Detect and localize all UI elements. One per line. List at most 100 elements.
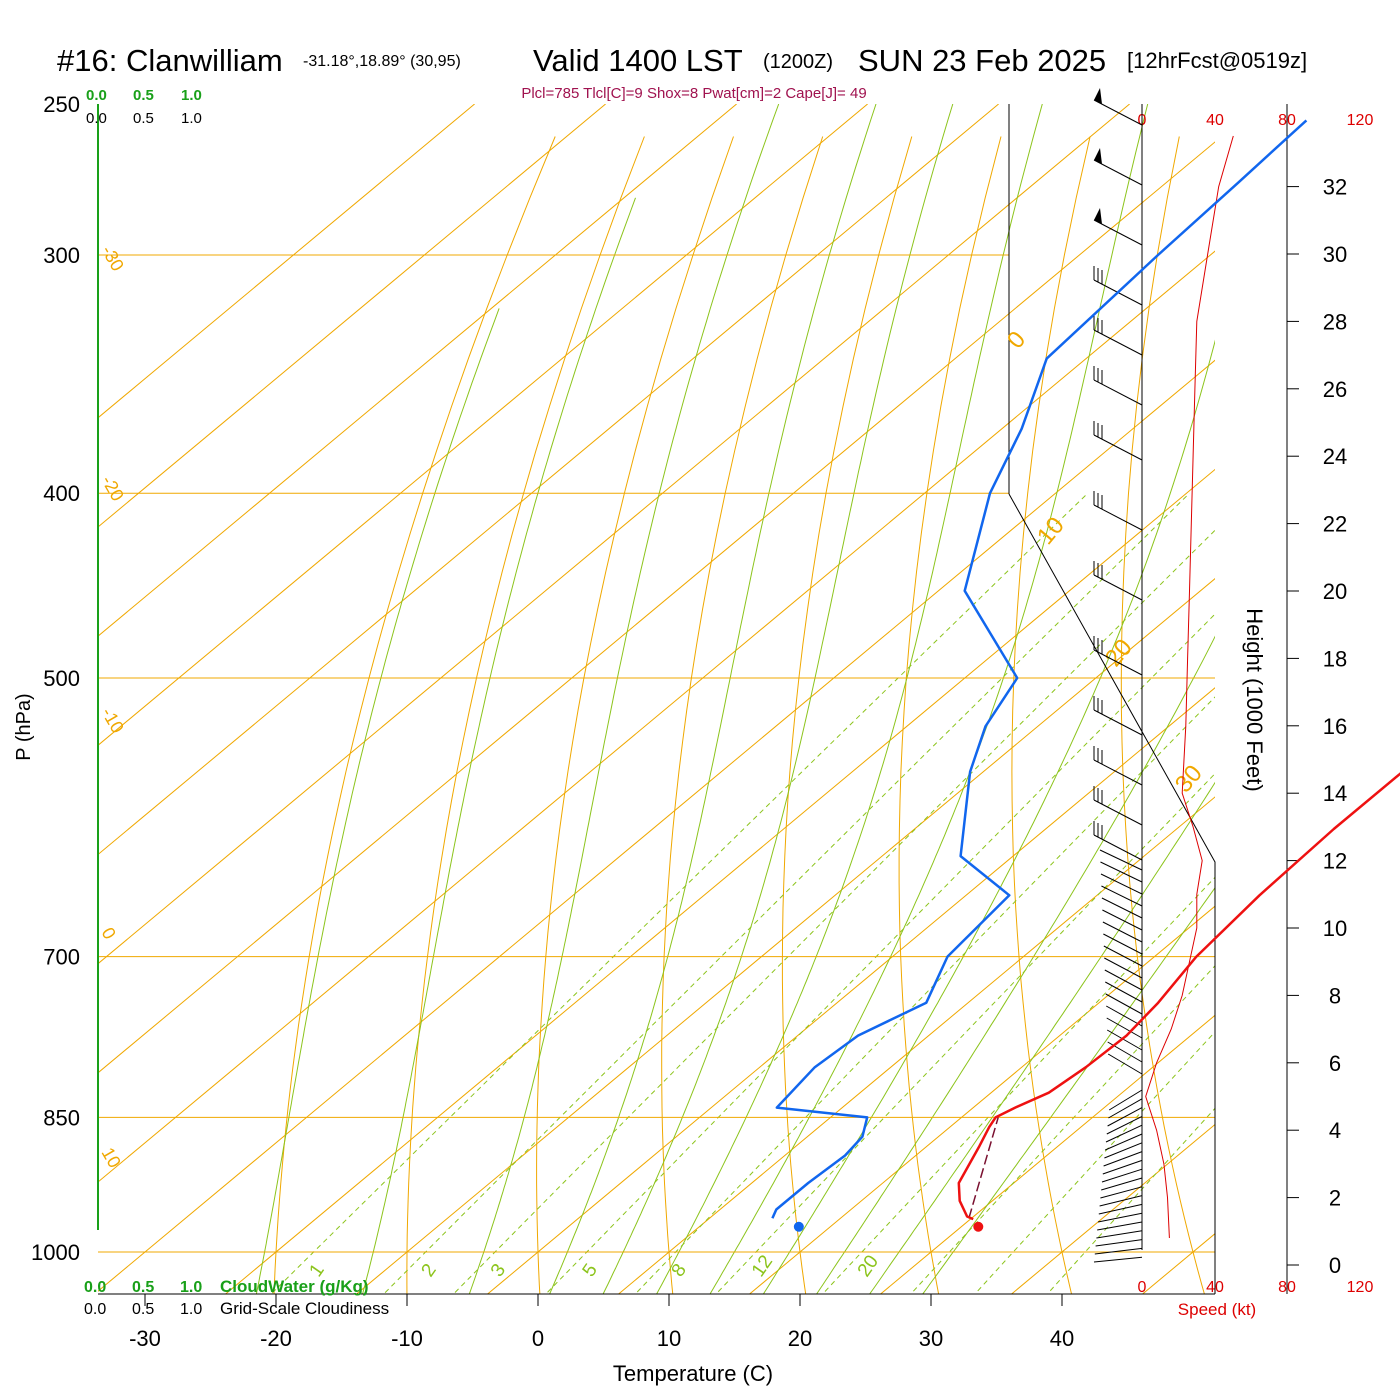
mixing-ratio-line-55 <box>1046 1107 1215 1294</box>
indices-text: Plcl=785 Tlcl[C]=9 Shox=8 Pwat[cm]=2 Cap… <box>521 85 866 102</box>
wind-barb-shaft <box>1108 1098 1143 1119</box>
wind-barb-shaft <box>1106 1115 1143 1135</box>
mixing-ratio-label: 5 <box>579 1260 602 1281</box>
moist-adiabat-30 <box>869 781 1215 1294</box>
wind-barb-shaft <box>1093 434 1143 461</box>
dry-adiabat-0 <box>536 136 734 1294</box>
pressure-axis: 250 300 400 500 700 850 1000 <box>31 92 80 1265</box>
isotherm--110 <box>98 104 475 419</box>
height-axis-title: Height (1000 Feet) <box>1242 608 1267 791</box>
wind-barb-shaft <box>1103 945 1143 967</box>
speed-tick-bottom-2: 80 <box>1278 1279 1296 1296</box>
height-label: 30 <box>1323 242 1347 267</box>
moist-adiabat-14 <box>656 104 1043 1294</box>
moist-adiabat-lines <box>255 104 1215 1294</box>
wind-barb-shaft <box>1093 709 1143 736</box>
mixing-ratio-line-30 <box>910 965 1215 1294</box>
isotherm--30 <box>98 359 1215 1292</box>
wind-barb-shaft <box>1103 933 1143 955</box>
height-label: 6 <box>1329 1051 1341 1076</box>
wind-barb-shaft <box>1101 1177 1143 1191</box>
moist-adiabat-6 <box>549 104 877 1294</box>
isotherm-40 <box>1010 1123 1215 1294</box>
wind-barb-shaft <box>1102 921 1143 943</box>
height-label: 12 <box>1323 849 1347 874</box>
isotherm--50 <box>98 141 1215 1074</box>
height-label: 4 <box>1329 1118 1341 1143</box>
dry-adiabat-lines <box>273 136 1205 1294</box>
wind-barb-shaft <box>1100 861 1143 883</box>
isotherm-label: 0 <box>1002 326 1031 354</box>
mixing-ratio-line-3 <box>452 529 1215 1294</box>
isotherm-lines <box>98 104 1215 1294</box>
wind-barb-shaft <box>1107 1053 1143 1075</box>
dewpoint-line <box>771 119 1308 1219</box>
moist-adiabat-0 <box>468 104 780 1294</box>
wind-barb-pennant <box>1094 148 1102 164</box>
title-forecast: [12hrFcst@0519z] <box>1127 48 1307 73</box>
wind-barb-shaft <box>1093 1256 1143 1263</box>
x-tick-label: 30 <box>919 1326 943 1351</box>
x-tick-label: 10 <box>657 1326 681 1351</box>
wind-barb-shaft <box>1093 759 1143 786</box>
wind-barb-shaft <box>1107 1107 1143 1127</box>
isotherm--20 <box>224 468 1215 1294</box>
cloudwater-tick-top-1: 0.5 <box>133 87 154 104</box>
mixing-ratio-line-1 <box>270 492 1089 1294</box>
wind-barb-shaft <box>1093 379 1143 406</box>
height-label: 16 <box>1323 714 1347 739</box>
moist-adiabat-18 <box>709 104 1149 1294</box>
mixing-ratio-labels: 1 2 3 5 8 12 20 <box>306 1252 884 1281</box>
mixing-ratio-label: 2 <box>417 1260 440 1281</box>
wind-barb-shaft <box>1093 649 1143 676</box>
wind-barb-shaft <box>1105 981 1143 1003</box>
wind-barb-shaft <box>1099 849 1143 871</box>
isotherm-0 <box>486 687 1215 1294</box>
wind-barb-shaft <box>1105 1133 1143 1151</box>
wind-barb-pennant <box>1094 88 1102 104</box>
moist-adiabat-26 <box>816 635 1215 1294</box>
mixing-ratio-line-8 <box>634 696 1215 1294</box>
speed-tick-bottom-3: 120 <box>1347 1279 1374 1296</box>
cloudiness-tick-top-2: 1.0 <box>181 110 202 127</box>
isotherm-label: -20 <box>98 472 128 505</box>
dry-adiabat-50 <box>1120 136 1205 1294</box>
cloudiness-tick-bottom-1: 0.5 <box>132 1301 154 1318</box>
moist-adiabat-10 <box>602 104 954 1294</box>
wind-barb-shaft <box>1098 1203 1143 1215</box>
height-label: 8 <box>1329 983 1341 1008</box>
mixing-ratio-line-5 <box>545 613 1215 1294</box>
isotherm--40 <box>98 250 1215 1183</box>
x-tick-label: 20 <box>788 1326 812 1351</box>
wind-barb-shaft <box>1104 1142 1143 1159</box>
pressure-label: 500 <box>43 666 80 691</box>
cloudwater-tick-bottom-0: 0.0 <box>84 1279 106 1296</box>
wind-barb-shaft <box>1097 1221 1143 1231</box>
temperature-line <box>957 772 1400 1221</box>
wind-barb-shaft <box>1101 1168 1143 1183</box>
height-label: 18 <box>1323 646 1347 671</box>
height-label: 32 <box>1323 175 1347 200</box>
wind-barb-shaft <box>1093 329 1143 356</box>
wind-barb-shaft <box>1106 1029 1143 1051</box>
isotherm--90 <box>98 104 737 637</box>
cloudwater-tick-bottom-2: 1.0 <box>180 1279 202 1296</box>
isotherm--80 <box>98 104 868 746</box>
height-label: 0 <box>1329 1253 1341 1278</box>
isotherm-label: -10 <box>98 704 128 737</box>
pressure-label: 250 <box>43 92 80 117</box>
mixing-ratio-lines <box>270 492 1215 1294</box>
pressure-label: 700 <box>43 945 80 970</box>
height-label: 22 <box>1323 512 1347 537</box>
cloudwater-label: CloudWater (g/Kg) <box>220 1277 369 1296</box>
isotherm-10 <box>617 796 1215 1294</box>
pressure-label: 850 <box>43 1105 80 1130</box>
wind-barb-shaft <box>1105 993 1143 1015</box>
x-axis-title: Temperature (C) <box>613 1361 773 1386</box>
title-coords: -31.18°,18.89° (30,95) <box>303 53 461 70</box>
temperature-axis: -30 -20 -10 0 10 20 30 40 <box>129 1294 1074 1351</box>
wind-barb-shaft <box>1101 897 1143 919</box>
wind-barb-shaft <box>1108 1089 1143 1111</box>
isotherm-20 <box>748 905 1215 1294</box>
